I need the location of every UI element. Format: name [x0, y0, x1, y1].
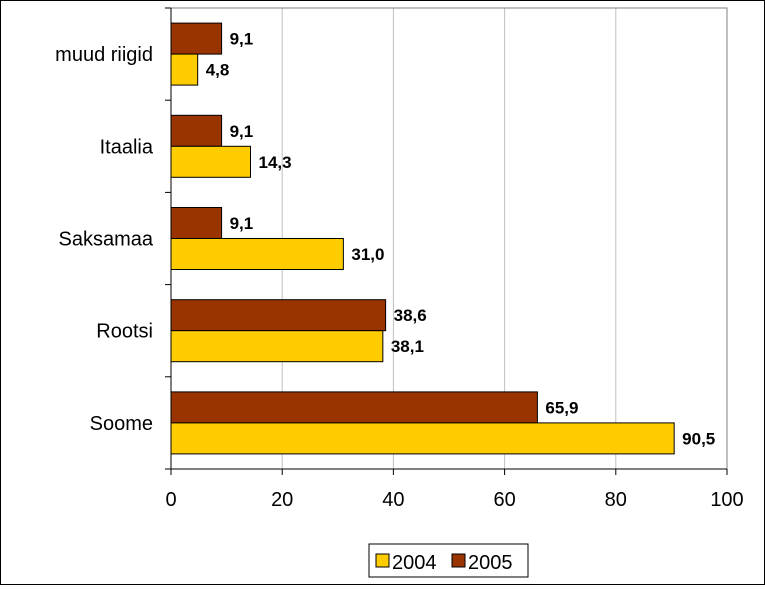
- data-label-2005-0: 9,1: [230, 30, 254, 49]
- bars: [170, 22, 675, 455]
- x-tick-label-3: 60: [493, 489, 515, 511]
- data-label-2004-1: 14,3: [259, 153, 292, 172]
- category-label-3: Rootsi: [96, 321, 153, 343]
- bar-2004-2: [170, 238, 344, 270]
- category-label-1: Itaalia: [100, 136, 154, 158]
- category-label-0: muud riigid: [55, 44, 153, 66]
- data-label-2005-3: 38,6: [394, 306, 427, 325]
- data-label-2005-1: 9,1: [230, 122, 254, 141]
- bar-2005-1: [170, 114, 223, 147]
- legend-label-2004: 2004: [392, 552, 437, 574]
- bar-2005-4: [170, 391, 538, 424]
- x-tick-label-5: 100: [710, 489, 743, 511]
- data-label-2004-2: 31,0: [351, 245, 384, 264]
- x-tick-label-1: 20: [271, 489, 293, 511]
- data-label-2004-3: 38,1: [391, 337, 424, 356]
- data-label-2005-2: 9,1: [230, 214, 254, 233]
- x-tick-label-4: 80: [605, 489, 627, 511]
- bar-2005-3: [170, 299, 387, 332]
- legend-frame: [368, 543, 529, 578]
- axes: [165, 7, 728, 475]
- data-label-2004-0: 4,8: [206, 61, 230, 80]
- bar-2004-1: [170, 145, 252, 178]
- bar-2004-4: [170, 422, 675, 455]
- bar-2004-0: [170, 53, 199, 86]
- data-label-2004-4: 90,5: [682, 429, 715, 448]
- legend-swatch-2005: [451, 553, 466, 568]
- category-label-2: Saksamaa: [59, 229, 154, 251]
- legend: 2004 2005: [368, 543, 529, 578]
- category-label-4: Soome: [90, 413, 153, 435]
- x-tick-label-0: 0: [165, 489, 176, 511]
- legend-swatch-2004: [375, 553, 390, 568]
- bar-2004-3: [170, 330, 384, 363]
- legend-label-2005: 2005: [468, 552, 513, 574]
- bar-2005-0: [170, 22, 223, 55]
- bar-2005-2: [170, 207, 223, 239]
- x-tick-label-2: 40: [382, 489, 404, 511]
- data-label-2005-4: 65,9: [545, 398, 578, 417]
